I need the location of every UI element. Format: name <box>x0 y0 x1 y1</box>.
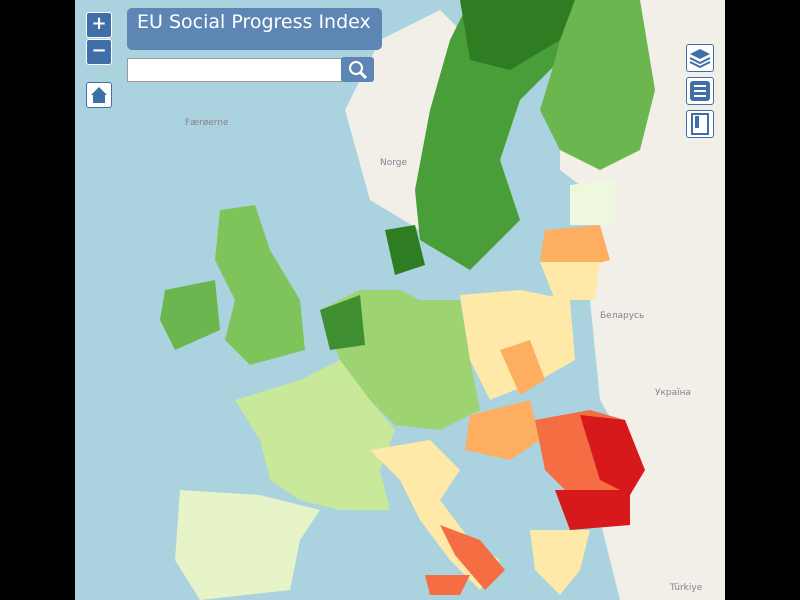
bookmark-button[interactable] <box>686 110 714 138</box>
region <box>175 490 320 600</box>
region <box>320 295 365 350</box>
map-label: Norge <box>380 158 407 168</box>
region <box>425 575 470 595</box>
region <box>580 415 645 495</box>
home-button[interactable] <box>86 82 112 108</box>
zoom-out[interactable]: − <box>86 39 112 65</box>
map-label: Türkiye <box>669 583 703 593</box>
title: EU Social Progress Index <box>127 8 382 50</box>
region <box>440 525 505 590</box>
list-icon <box>690 81 710 101</box>
region <box>235 360 395 510</box>
search-input[interactable] <box>127 58 342 82</box>
layers-button[interactable] <box>686 44 714 72</box>
search-button[interactable] <box>341 57 374 82</box>
map-label: Færøerne <box>185 118 229 128</box>
region <box>530 530 590 595</box>
region <box>215 205 305 365</box>
region <box>415 0 570 270</box>
region <box>540 262 600 300</box>
region <box>385 225 425 275</box>
region <box>570 180 615 225</box>
map-label: Беларусь <box>600 311 644 321</box>
layers-icon <box>689 49 711 69</box>
map-label: Україна <box>655 388 691 398</box>
region <box>540 0 655 170</box>
search-icon <box>349 61 368 80</box>
bookmark-icon <box>691 113 709 135</box>
zoom-in[interactable]: + <box>86 12 112 38</box>
region <box>540 225 610 270</box>
region <box>460 0 575 70</box>
region <box>465 400 540 460</box>
region <box>555 490 630 530</box>
region <box>160 280 220 350</box>
home-icon <box>91 87 107 103</box>
region <box>500 340 545 395</box>
legend-button[interactable] <box>686 77 714 105</box>
